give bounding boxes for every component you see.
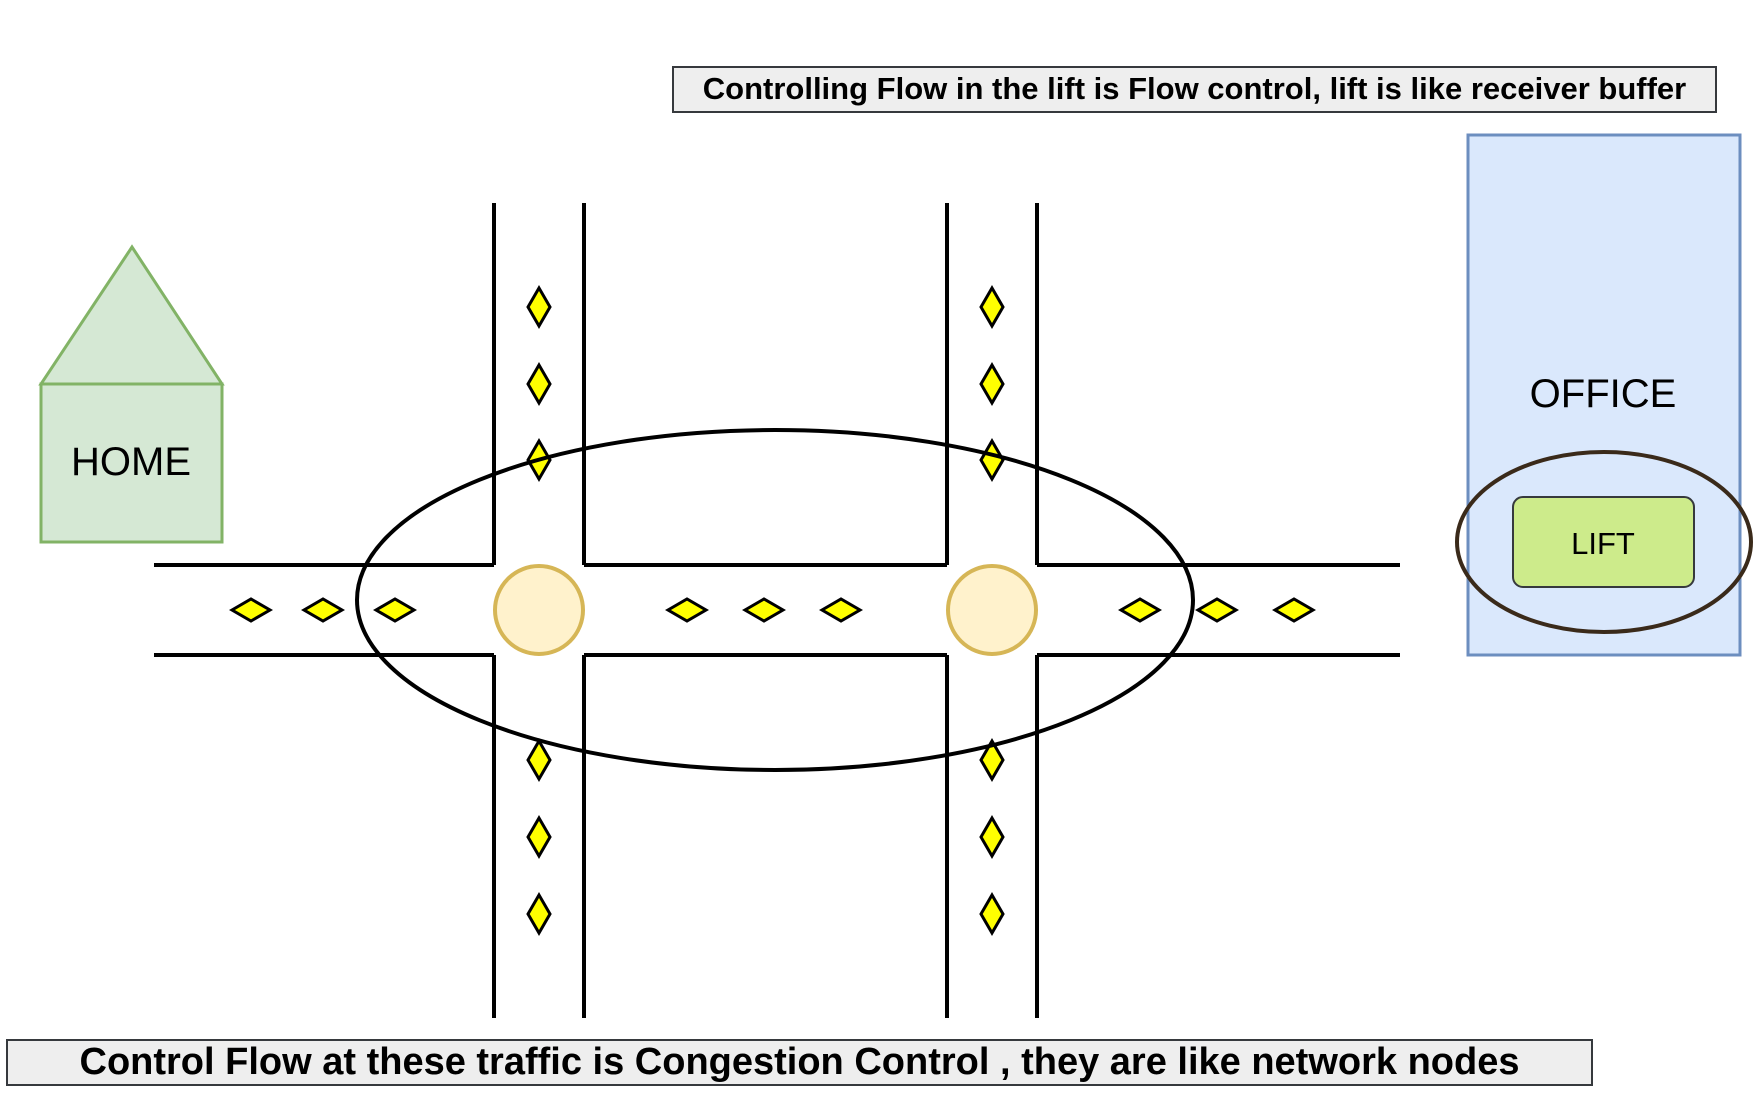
car-icon (979, 738, 1005, 782)
car-icon (979, 438, 1005, 482)
home-label: HOME (71, 440, 191, 484)
car-icon (526, 362, 552, 406)
car-icon (979, 362, 1005, 406)
car-icon (526, 815, 552, 859)
car-icon (301, 597, 345, 623)
car-icon (229, 597, 273, 623)
car-icon (526, 892, 552, 936)
congestion-control-caption-text: Control Flow at these traffic is Congest… (80, 1041, 1520, 1083)
car-icon (979, 815, 1005, 859)
lift-box (1512, 496, 1695, 588)
car-icon (979, 285, 1005, 329)
home-roof (38, 244, 225, 386)
car-icon (742, 597, 786, 623)
car-icon (373, 597, 417, 623)
car-icon (526, 285, 552, 329)
car-icon (665, 597, 709, 623)
car-icon (1118, 597, 1162, 623)
office-label: OFFICE (1530, 372, 1677, 416)
congestion-control-caption: Control Flow at these traffic is Congest… (6, 1039, 1593, 1086)
home-body (39, 382, 224, 544)
car-icon (1272, 597, 1316, 623)
flow-control-caption-text: Controlling Flow in the lift is Flow con… (703, 71, 1686, 106)
traffic-signal-2 (946, 564, 1038, 656)
flow-control-caption: Controlling Flow in the lift is Flow con… (672, 66, 1717, 113)
home-building: HOME (38, 244, 225, 544)
car-icon (1195, 597, 1239, 623)
cars-group (229, 285, 1316, 936)
car-icon (819, 597, 863, 623)
traffic-signal-1 (493, 564, 585, 656)
car-icon (979, 892, 1005, 936)
road-network (154, 203, 1400, 1018)
congestion-ellipse (355, 428, 1195, 772)
lift-label: LIFT (1571, 526, 1635, 561)
lift-ellipse (1455, 450, 1753, 634)
car-icon (526, 738, 552, 782)
office-building: OFFICE LIFT (1455, 133, 1753, 657)
